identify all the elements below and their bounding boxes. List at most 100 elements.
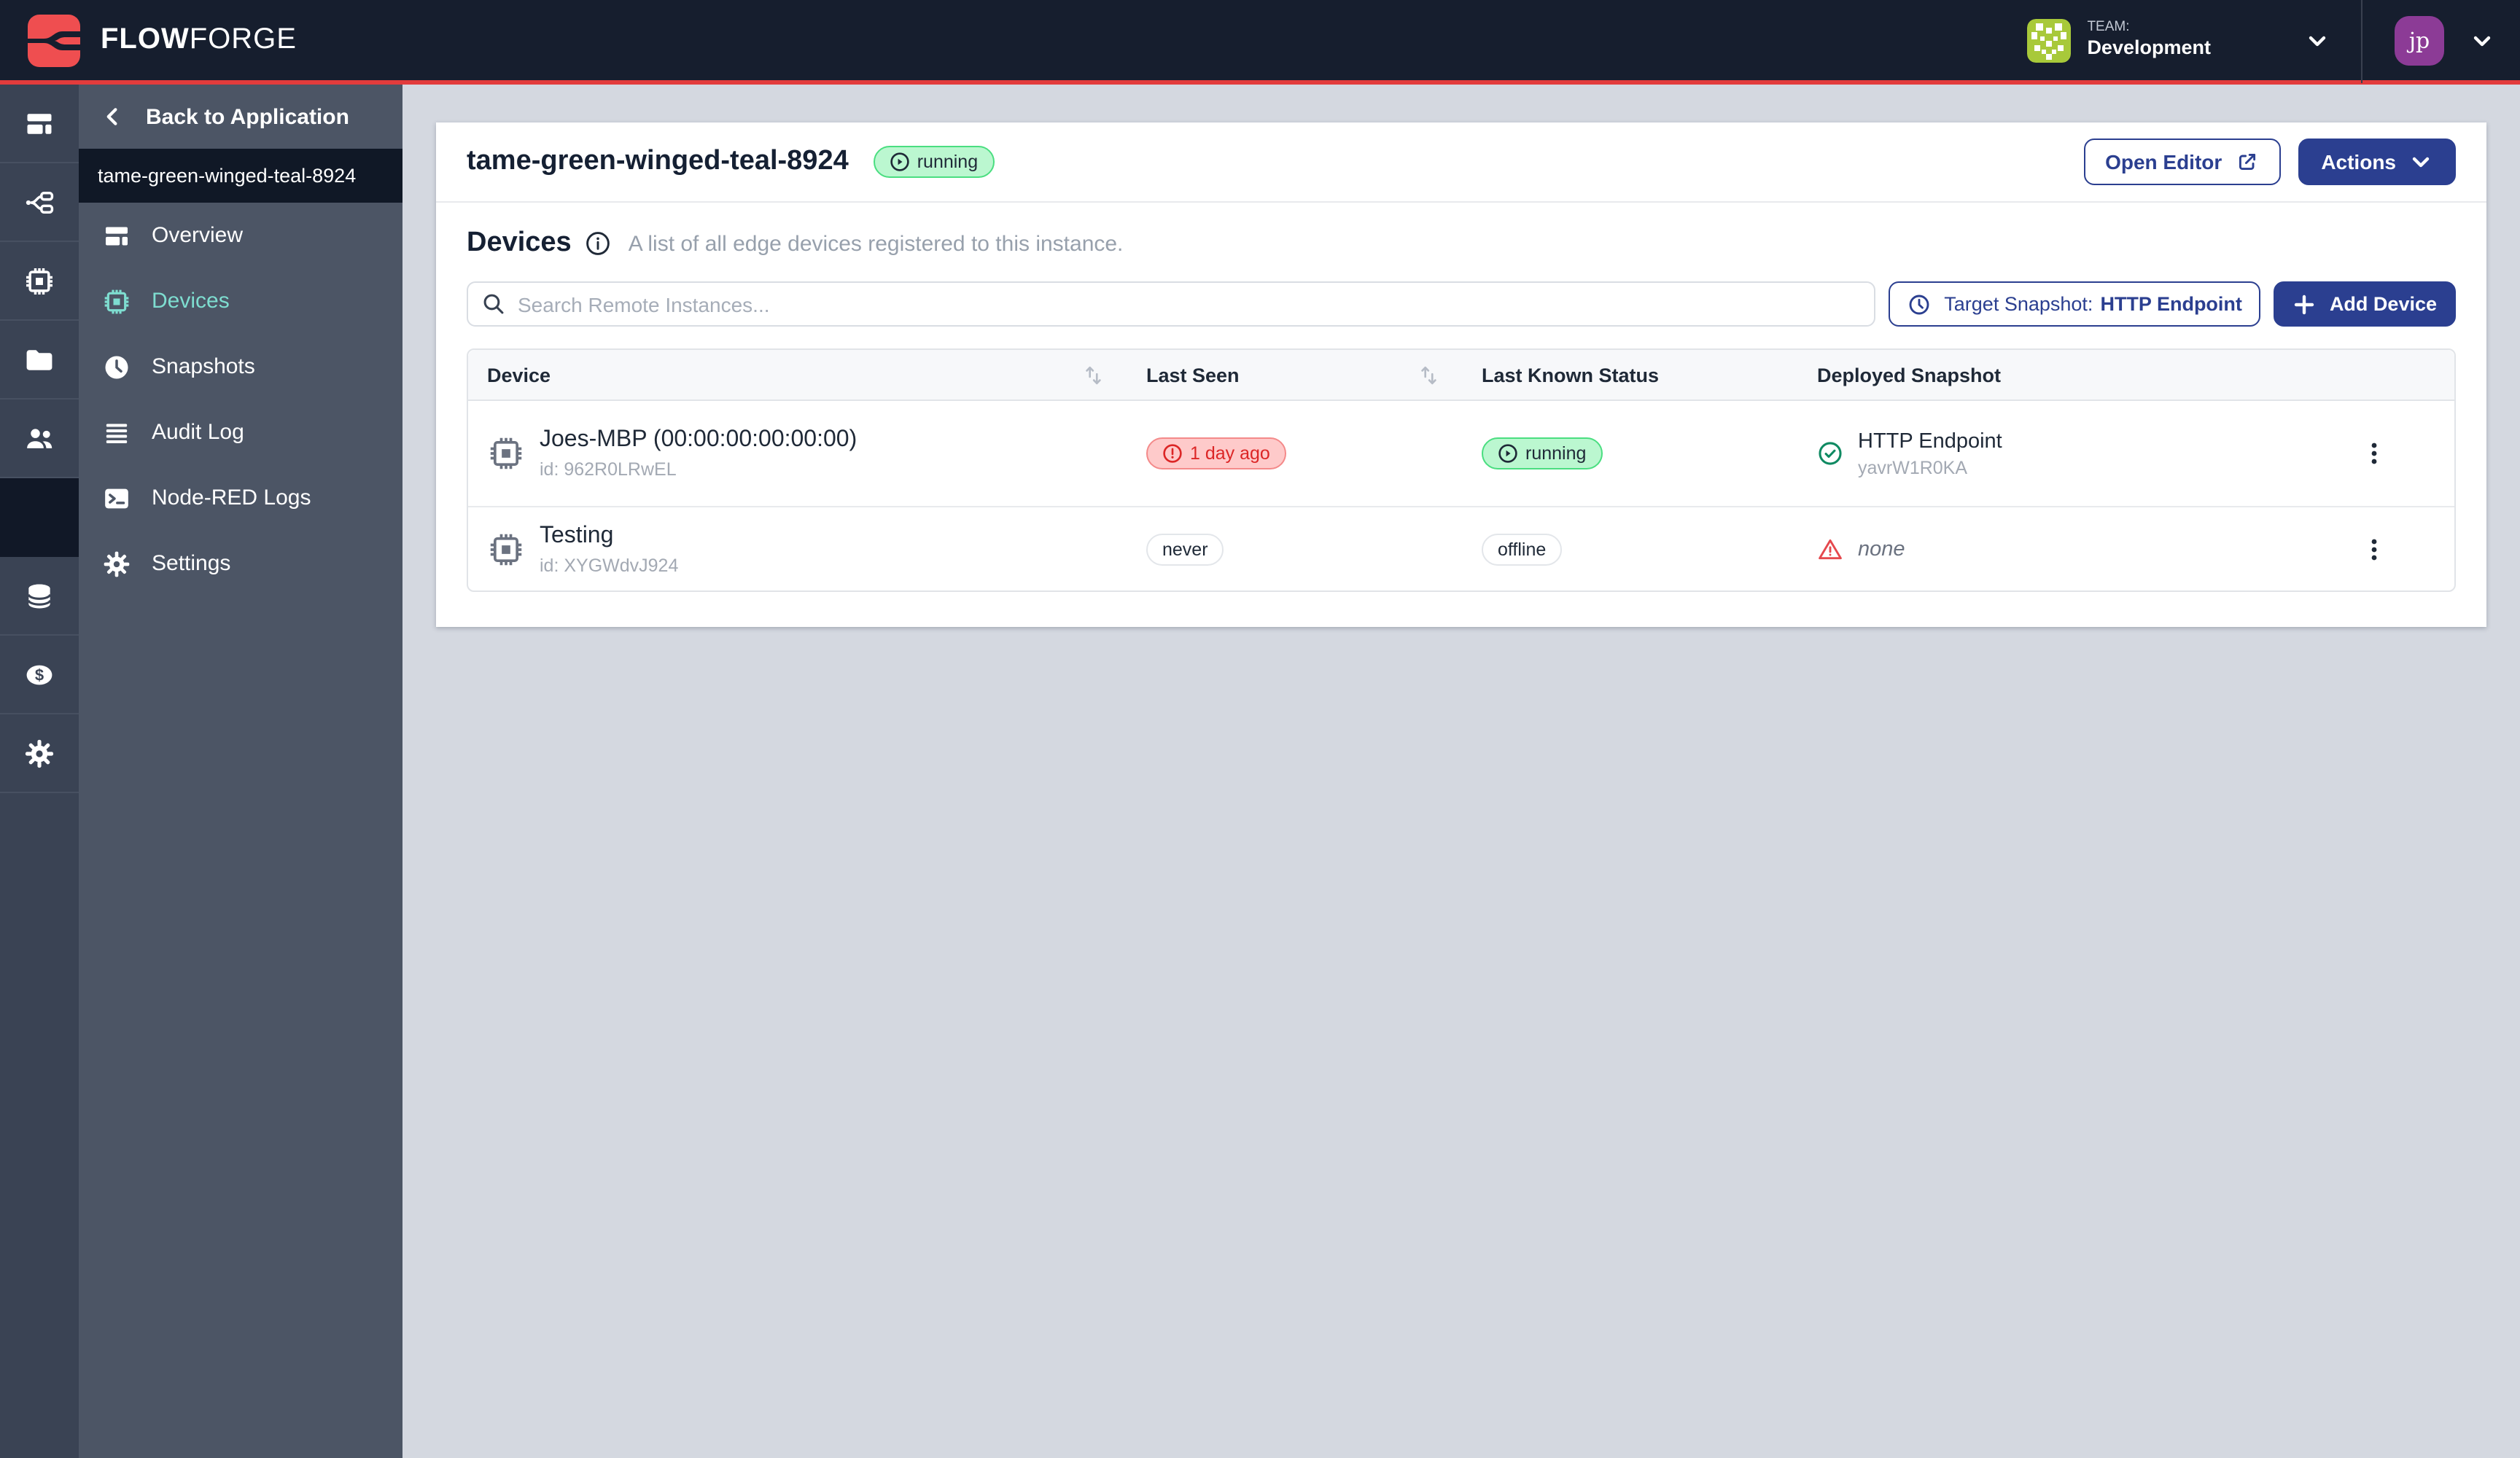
kebab-menu-icon[interactable] [2360, 440, 2387, 467]
chevron-left-icon [106, 108, 117, 125]
check-circle-icon [1819, 442, 1842, 465]
sidebar-item-snapshots[interactable]: Snapshots [79, 334, 402, 399]
folder-icon [26, 349, 52, 370]
users-icon [27, 428, 52, 448]
device-name[interactable]: Joes-MBP (00:00:00:00:00:00) [540, 427, 858, 452]
instance-name-banner: tame-green-winged-teal-8924 [79, 149, 402, 203]
play-circle-icon [890, 152, 909, 171]
sidebar-item-label: Audit Log [152, 420, 244, 445]
device-name[interactable]: Testing [540, 523, 614, 547]
team-icon-rail: $ [0, 85, 79, 1458]
page-title: tame-green-winged-teal-8924 [467, 146, 849, 176]
rail-item-applications[interactable] [0, 85, 79, 163]
info-icon[interactable] [585, 230, 611, 257]
devices-table: Device Last Seen [467, 348, 2456, 592]
snapshot-name: none [1858, 537, 1905, 561]
instance-status-badge: running [873, 146, 995, 178]
sidebar-item-settings[interactable]: Settings [79, 531, 402, 596]
device-id: id: XYGWdvJ924 [540, 555, 679, 575]
last-seen-badge: never [1146, 533, 1224, 565]
sidebar-item-overview[interactable]: Overview [79, 203, 402, 268]
chevron-down-icon [2412, 157, 2430, 168]
external-link-icon [2239, 153, 2255, 171]
list-icon [106, 423, 128, 443]
search-icon [483, 294, 504, 314]
sort-icon [1421, 365, 1436, 384]
rail-item-members[interactable] [0, 399, 79, 478]
chip-icon [26, 268, 52, 294]
top-navbar: FLOWFORGE TEAM: Development [0, 0, 2520, 85]
plus-icon [2295, 294, 2315, 314]
device-chip-icon [490, 533, 522, 565]
chevron-down-icon [2309, 35, 2326, 46]
warning-triangle-icon [1819, 538, 1842, 559]
instance-header: tame-green-winged-teal-8924 running Open… [436, 122, 2486, 201]
table-header-row: Device Last Seen [468, 350, 2454, 401]
sidebar-item-label: Node-RED Logs [152, 486, 311, 510]
sidebar-item-label: Snapshots [152, 354, 255, 379]
sidebar-item-node-red-logs[interactable]: Node-RED Logs [79, 465, 402, 531]
column-header-deployed-snapshot: Deployed Snapshot [1817, 364, 2002, 386]
add-device-button[interactable]: Add Device [2274, 281, 2456, 327]
instance-nav-panel: Back to Application tame-green-winged-te… [79, 85, 402, 1458]
last-seen-badge: 1 day ago [1146, 437, 1286, 469]
applications-icon [27, 113, 52, 133]
devices-section: Devices A list of all edge devices regis… [436, 203, 2486, 627]
snapshot-id: yavrW1R0KA [1858, 457, 1968, 477]
team-selector[interactable]: TEAM: Development [2027, 18, 2329, 62]
gear-icon [25, 738, 54, 768]
template-icon [106, 226, 128, 245]
clock-icon [1909, 294, 1929, 314]
sidebar-item-label: Devices [152, 289, 230, 313]
play-circle-icon [1498, 443, 1517, 462]
main-area: tame-green-winged-teal-8924 running Open… [402, 85, 2520, 1458]
clock-icon [105, 355, 128, 378]
table-row[interactable]: Testing id: XYGWdvJ924 never [468, 507, 2454, 590]
device-id: id: 962R0LRwEL [540, 459, 677, 480]
section-title: Devices [467, 227, 572, 258]
svg-text:$: $ [35, 666, 44, 684]
back-to-application[interactable]: Back to Application [79, 85, 402, 149]
sidebar-item-devices[interactable]: Devices [79, 268, 402, 334]
card-divider [436, 201, 2486, 203]
device-chip-icon [490, 437, 522, 469]
pipelines-icon [26, 191, 54, 213]
device-status-badge: offline [1482, 533, 1563, 565]
dollar-icon: $ [26, 664, 52, 685]
rail-item-broker[interactable] [0, 557, 79, 636]
search-input[interactable] [467, 281, 1876, 327]
instance-card: tame-green-winged-teal-8924 running Open… [436, 122, 2486, 627]
column-header-device[interactable]: Device [468, 364, 1127, 386]
rail-item-devices[interactable] [0, 242, 79, 321]
column-header-last-seen[interactable]: Last Seen [1127, 364, 1463, 386]
rail-item-instances[interactable] [0, 163, 79, 242]
exclamation-circle-icon [1163, 443, 1182, 462]
rail-item-team-settings[interactable] [0, 714, 79, 793]
column-header-last-known-status: Last Known Status [1482, 364, 1660, 386]
rail-item-library[interactable] [0, 321, 79, 399]
gear-icon [104, 550, 130, 577]
sidebar-item-label: Overview [152, 223, 244, 248]
rail-item-active-marker[interactable] [0, 478, 79, 557]
actions-button[interactable]: Actions [2298, 139, 2456, 185]
rail-item-billing[interactable]: $ [0, 636, 79, 714]
navbar-divider [2361, 0, 2362, 82]
device-status-badge: running [1482, 437, 1603, 469]
table-row[interactable]: Joes-MBP (00:00:00:00:00:00) id: 962R0LR… [468, 401, 2454, 507]
sidebar-item-audit-log[interactable]: Audit Log [79, 399, 402, 465]
snapshot-name: HTTP Endpoint [1858, 429, 2002, 453]
back-label: Back to Application [146, 104, 349, 129]
target-snapshot-button[interactable]: Target Snapshot: HTTP Endpoint [1889, 281, 2261, 327]
team-avatar [2027, 18, 2072, 62]
terminal-icon [105, 488, 128, 508]
section-description: A list of all edge devices registered to… [628, 231, 1124, 256]
user-menu[interactable]: jp [2395, 15, 2494, 65]
sidebar-item-label: Settings [152, 551, 231, 576]
brand[interactable]: FLOWFORGE [26, 12, 297, 68]
open-editor-button[interactable]: Open Editor [2083, 139, 2281, 185]
team-name: Development [2087, 36, 2211, 59]
database-icon [27, 583, 52, 608]
user-avatar: jp [2395, 15, 2444, 65]
kebab-menu-icon[interactable] [2360, 536, 2387, 562]
team-label: TEAM: [2087, 19, 2130, 36]
